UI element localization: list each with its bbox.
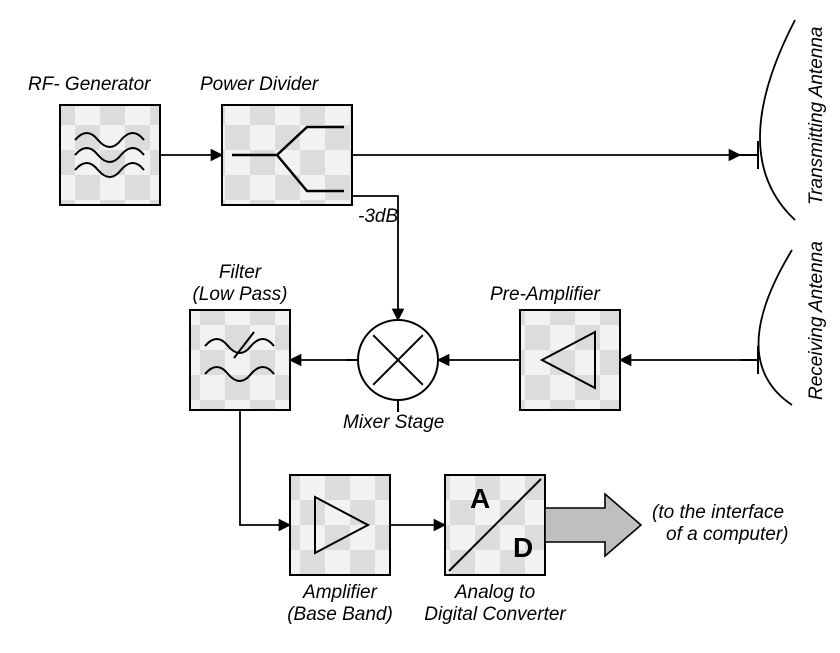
label-preamplifier: Pre-Amplifier bbox=[490, 284, 600, 305]
adc-block: AD bbox=[445, 475, 545, 575]
label-output-line2: of a computer) bbox=[666, 524, 789, 545]
label-filter-line1: Filter bbox=[219, 262, 262, 283]
preamplifier-block bbox=[520, 310, 620, 410]
label-mixer-stage: Mixer Stage bbox=[343, 412, 444, 433]
rf-generator-block bbox=[60, 105, 160, 205]
label-transmitting-antenna: Transmitting Antenna bbox=[806, 27, 827, 205]
lowpass-filter-block bbox=[190, 310, 290, 410]
label-adc-line2: Digital Converter bbox=[424, 604, 566, 625]
label-amplifier-line2: (Base Band) bbox=[287, 604, 393, 625]
power-divider-block bbox=[222, 105, 352, 205]
label-minus-3db: -3dB bbox=[358, 206, 398, 227]
label-rf-generator: RF- Generator bbox=[28, 74, 151, 95]
label-power-divider: Power Divider bbox=[200, 74, 319, 95]
adc-letter-a: A bbox=[470, 483, 490, 514]
label-receiving-antenna: Receiving Antenna bbox=[806, 241, 827, 400]
label-output-line1: (to the interface bbox=[652, 502, 784, 523]
label-amplifier-line1: Amplifier bbox=[302, 582, 378, 603]
adc-letter-d: D bbox=[513, 532, 533, 563]
label-filter-line2: (Low Pass) bbox=[192, 284, 287, 305]
label-adc-line1: Analog to bbox=[454, 582, 535, 603]
baseband-amplifier-block bbox=[290, 475, 390, 575]
